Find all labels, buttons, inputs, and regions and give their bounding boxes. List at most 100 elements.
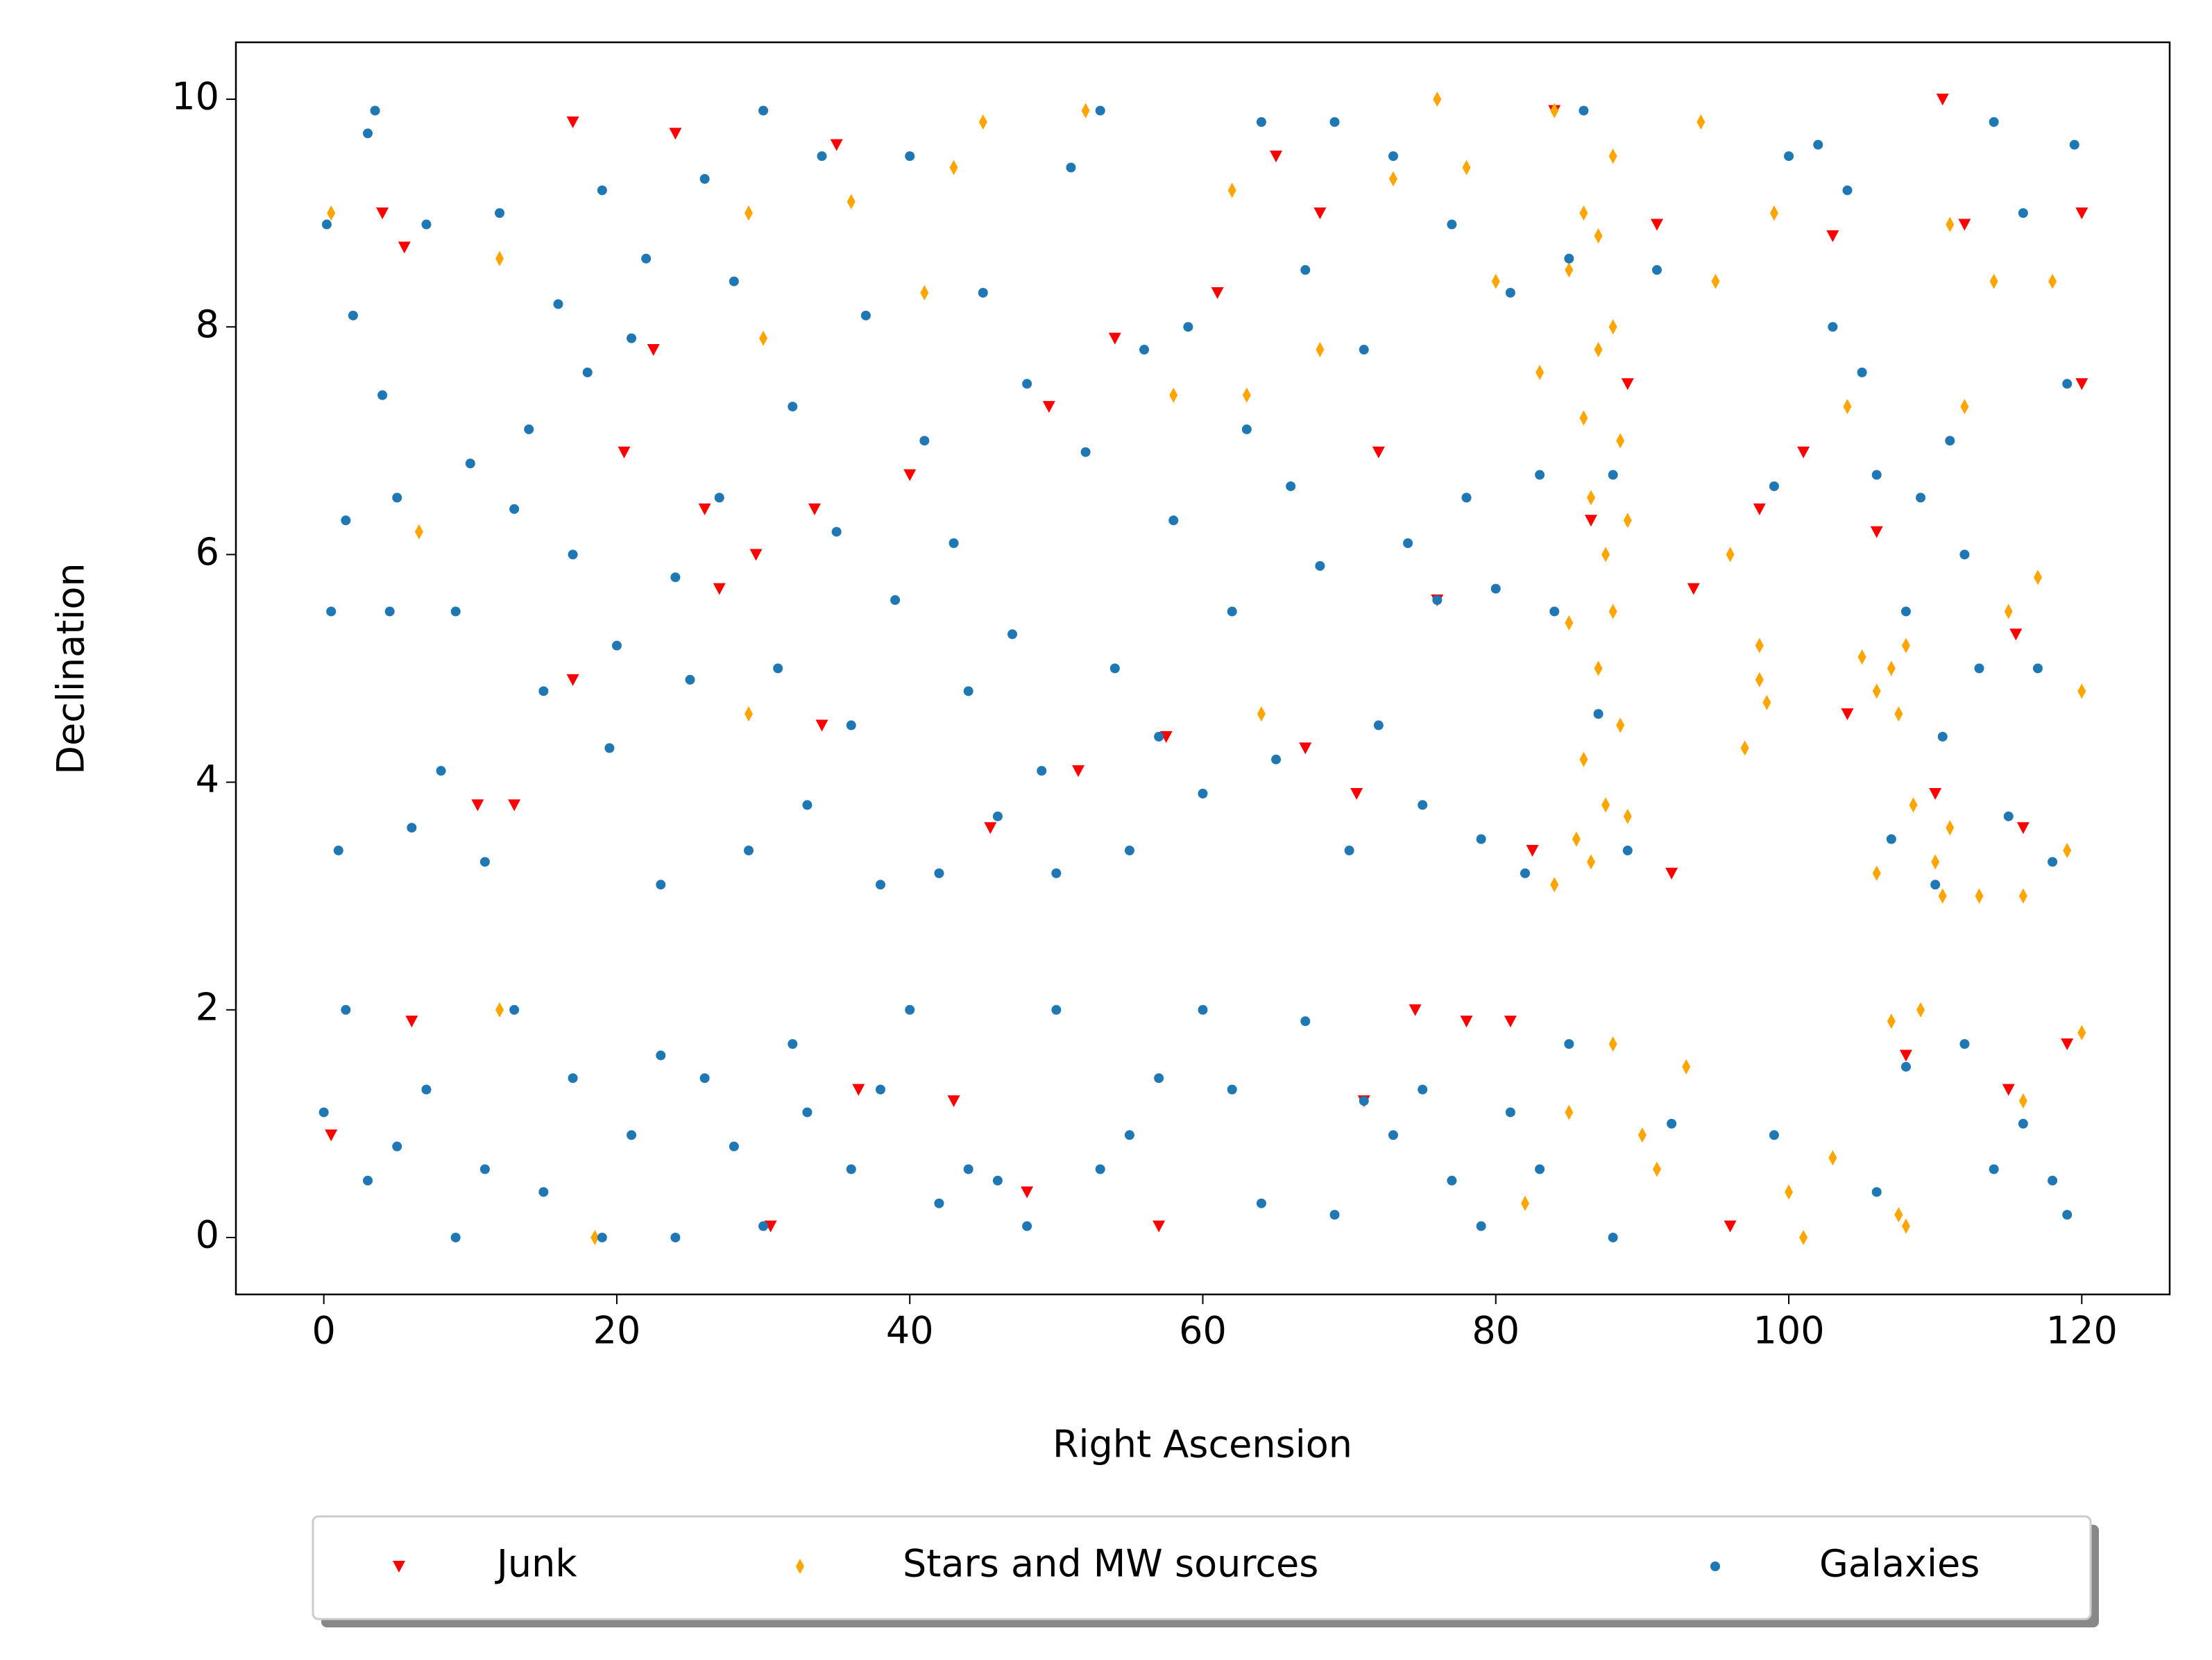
point	[1535, 364, 1545, 380]
point	[1960, 399, 1969, 415]
legend	[312, 1515, 2092, 1620]
x-tick-label: 60	[1179, 1309, 1227, 1353]
point	[1594, 342, 1603, 358]
point	[1418, 800, 1428, 810]
point	[1857, 649, 1866, 665]
point	[764, 1220, 777, 1233]
point	[1726, 547, 1735, 563]
point	[1585, 515, 1598, 527]
point	[1579, 410, 1588, 426]
point	[1037, 766, 1047, 776]
point	[1095, 105, 1105, 116]
point	[1930, 880, 1941, 890]
point	[788, 1039, 798, 1049]
point	[1021, 1186, 1034, 1199]
point	[963, 686, 973, 696]
point	[831, 527, 842, 537]
point	[744, 706, 753, 722]
point	[1042, 401, 1055, 413]
point	[1870, 526, 1883, 538]
point	[1081, 103, 1090, 119]
point	[978, 288, 988, 298]
point	[1271, 754, 1282, 764]
point	[2075, 207, 2088, 220]
point	[1894, 1207, 1903, 1223]
point	[1637, 1127, 1647, 1143]
point	[2018, 1118, 2028, 1129]
point	[2048, 273, 2057, 289]
point	[1072, 765, 1085, 778]
point	[656, 880, 666, 890]
point	[1565, 262, 1574, 278]
x-tick-label: 120	[2046, 1309, 2118, 1353]
point	[553, 299, 563, 309]
point	[1526, 845, 1539, 857]
point	[647, 344, 660, 357]
point	[948, 538, 959, 548]
y-tick-label: 0	[196, 1213, 219, 1257]
point	[1946, 216, 1955, 232]
point	[905, 1004, 915, 1015]
point	[2018, 208, 2028, 219]
point	[1587, 490, 1596, 506]
point	[1826, 230, 1839, 242]
point	[1608, 1232, 1618, 1242]
point	[1535, 470, 1545, 480]
point	[759, 330, 768, 346]
point	[1593, 709, 1603, 719]
point	[1299, 742, 1312, 755]
point	[421, 1084, 432, 1095]
point	[566, 116, 579, 128]
x-tick-label: 0	[312, 1309, 336, 1353]
point	[582, 367, 593, 377]
point	[1300, 1016, 1311, 1027]
point	[1579, 205, 1588, 221]
point	[1901, 1218, 1910, 1234]
point	[1433, 92, 1442, 108]
point	[670, 572, 681, 583]
point	[538, 686, 549, 696]
legend-label: Junk	[495, 1542, 577, 1586]
legend-marker	[1710, 1561, 1720, 1571]
y-tick-label: 8	[196, 302, 219, 346]
point	[1257, 706, 1266, 722]
point	[1916, 1002, 1925, 1018]
point	[1828, 322, 1838, 332]
point	[1403, 538, 1413, 548]
point	[2002, 1084, 2015, 1096]
point	[1667, 1118, 1677, 1129]
point	[1315, 561, 1325, 571]
point	[1653, 1161, 1662, 1177]
point	[852, 1084, 865, 1096]
point	[1974, 663, 1984, 674]
point	[758, 1221, 769, 1231]
point	[1564, 1039, 1574, 1049]
point	[1989, 1164, 1999, 1174]
point	[1724, 1220, 1737, 1233]
point	[1344, 846, 1354, 856]
point	[1989, 117, 1999, 127]
point	[1601, 797, 1610, 813]
point	[2033, 570, 2042, 585]
point	[1989, 273, 1998, 289]
point	[992, 811, 1003, 821]
point	[1409, 1004, 1422, 1016]
point	[1549, 606, 1560, 617]
point	[830, 139, 843, 151]
point	[669, 128, 682, 140]
point	[479, 1164, 490, 1174]
point	[1753, 503, 1766, 515]
point	[1872, 683, 1881, 699]
point	[1799, 1229, 1808, 1245]
point	[1959, 549, 1970, 560]
point	[876, 880, 885, 890]
legend-label: Stars and MW sources	[903, 1542, 1318, 1586]
point	[978, 114, 987, 130]
point	[1227, 1084, 1237, 1095]
point	[846, 194, 856, 209]
point	[321, 219, 332, 230]
point	[348, 310, 358, 320]
point	[1108, 332, 1121, 345]
point	[604, 743, 615, 753]
point	[749, 549, 763, 561]
